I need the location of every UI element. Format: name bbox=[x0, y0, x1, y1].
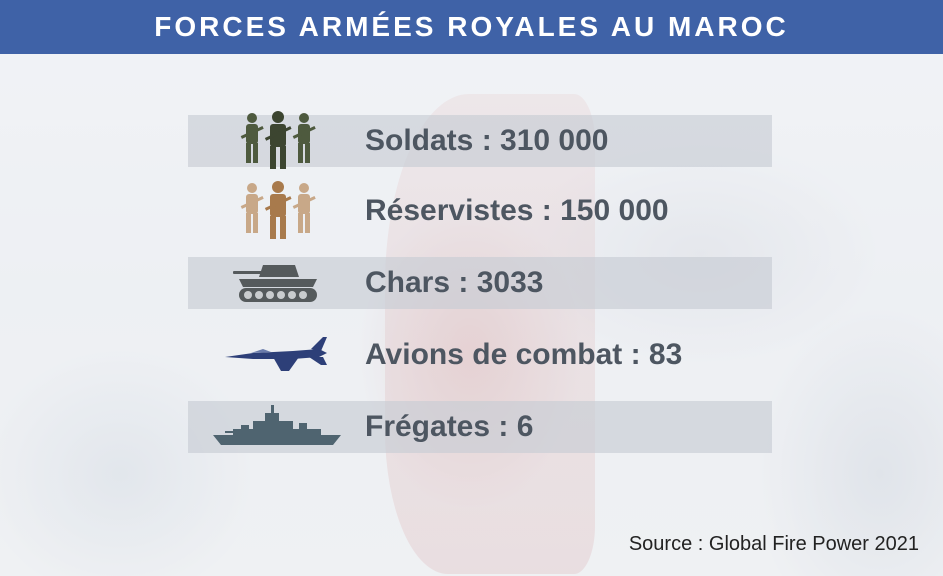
tank-icon bbox=[233, 265, 317, 302]
header-bar: FORCES ARMÉES ROYALES AU MAROC bbox=[0, 0, 943, 54]
stat-row-soldiers: Soldats : 310 000 bbox=[188, 111, 772, 169]
background-flag bbox=[385, 94, 595, 574]
soldiers-icon bbox=[240, 111, 316, 169]
stat-label: Réservistes : 150 000 bbox=[365, 194, 669, 227]
source-credit: Source : Global Fire Power 2021 bbox=[628, 533, 919, 555]
frigate-icon bbox=[213, 405, 341, 445]
stat-label: Soldats : 310 000 bbox=[365, 124, 609, 157]
stat-label: Chars : 3033 bbox=[365, 266, 544, 299]
stat-label: Frégates : 6 bbox=[365, 410, 534, 443]
fighter-jet-icon bbox=[225, 337, 327, 371]
stat-row-fighter-jets: Avions de combat : 83 bbox=[188, 329, 772, 381]
reservists-icon bbox=[240, 181, 316, 239]
stat-label: Avions de combat : 83 bbox=[365, 338, 683, 371]
stat-row-reservists: Réservistes : 150 000 bbox=[188, 181, 772, 239]
stat-row-tanks: Chars : 3033 bbox=[188, 257, 772, 309]
header-title: FORCES ARMÉES ROYALES AU MAROC bbox=[154, 11, 789, 42]
stat-row-frigates: Frégates : 6 bbox=[188, 401, 772, 453]
